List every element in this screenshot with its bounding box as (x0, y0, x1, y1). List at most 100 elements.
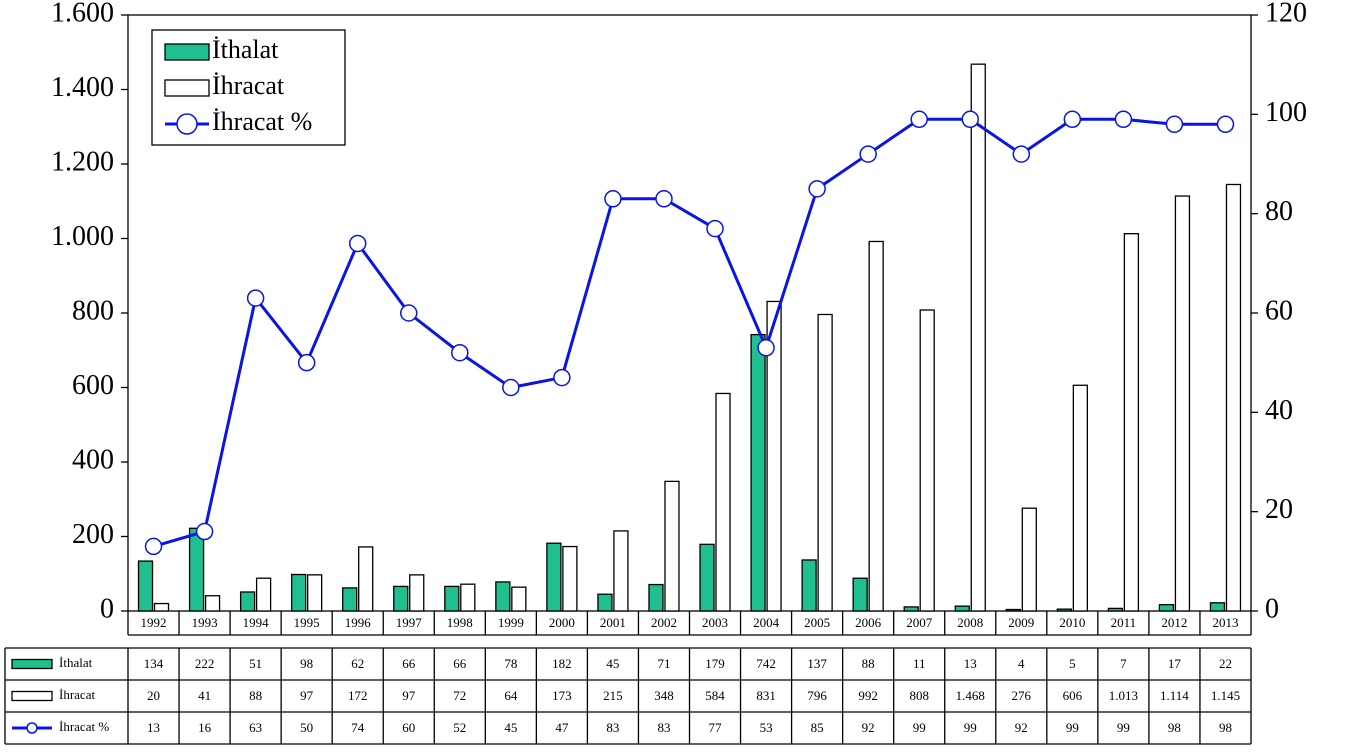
bar (409, 574, 425, 612)
table-value: 88 (862, 656, 875, 671)
table-value: 60 (402, 720, 415, 735)
y-tick-label: 1.000 (51, 221, 114, 252)
table-value: 63 (249, 720, 262, 735)
bar (1209, 602, 1226, 612)
bar (613, 530, 629, 612)
marker (1216, 115, 1235, 134)
bar (393, 585, 409, 612)
legend-key (11, 690, 53, 702)
y-tick-label: 0 (100, 593, 114, 624)
table-row-label: İhracat % (59, 719, 109, 734)
table-value: 97 (402, 688, 416, 703)
marker (1165, 115, 1184, 134)
table-value: 66 (453, 656, 467, 671)
x-tick-label: 1998 (447, 615, 473, 630)
bar (903, 606, 919, 612)
y-tick-label: 200 (72, 519, 114, 550)
table-value: 51 (249, 656, 262, 671)
legend-key (11, 658, 53, 670)
x-tick-label: 2003 (702, 615, 728, 630)
table-value: 606 (1063, 688, 1083, 703)
bar (699, 543, 715, 612)
table-value: 99 (964, 720, 977, 735)
bar (342, 587, 358, 612)
bar (1225, 183, 1242, 612)
bar (801, 559, 817, 612)
y2-tick-label: 40 (1265, 395, 1293, 426)
bar (511, 586, 527, 612)
bar (1005, 608, 1021, 612)
bar (153, 602, 170, 612)
table-value: 88 (249, 688, 262, 703)
table-value: 71 (657, 656, 670, 671)
marker (400, 304, 418, 322)
marker (1012, 145, 1031, 163)
table-row-label: İhracat (59, 687, 95, 702)
table-value: 99 (913, 720, 926, 735)
table-value: 22 (1219, 656, 1232, 671)
x-tick-label: 1999 (498, 615, 524, 630)
table-value: 62 (351, 656, 364, 671)
table-value: 137 (807, 656, 827, 671)
bar (255, 577, 272, 612)
x-tick-label: 2000 (549, 615, 575, 630)
table-value: 179 (705, 656, 725, 671)
table-value: 66 (402, 656, 416, 671)
x-tick-label: 2005 (804, 615, 830, 630)
bar (307, 574, 323, 612)
bar (664, 480, 680, 612)
table-value: 173 (552, 688, 572, 703)
marker (655, 190, 673, 208)
table-value: 97 (300, 688, 314, 703)
marker (961, 110, 979, 129)
marker (706, 219, 724, 238)
table-value: 64 (504, 688, 518, 703)
table-row-label: İthalat (59, 655, 93, 670)
marker (348, 234, 367, 253)
x-tick-label: 2011 (1111, 615, 1137, 630)
x-tick-label: 2009 (1008, 615, 1034, 630)
table-value: 1.114 (1160, 688, 1189, 703)
marker (144, 537, 163, 556)
table-value: 134 (144, 656, 164, 671)
table-value: 1.013 (1109, 688, 1138, 703)
bar (1123, 233, 1140, 612)
table-value: 83 (657, 720, 670, 735)
table-value: 808 (909, 688, 929, 703)
y-tick-label: 1.600 (51, 0, 114, 28)
table-value: 92 (1015, 720, 1028, 735)
x-tick-label: 2004 (753, 615, 780, 630)
table-value: 182 (552, 656, 572, 671)
line (153, 117, 1226, 548)
x-tick-label: 2001 (600, 615, 626, 630)
table-value: 7 (1120, 656, 1127, 671)
x-tick-label: 1992 (141, 615, 167, 630)
marker (195, 522, 214, 541)
table-value: 992 (858, 688, 878, 703)
x-tick-label: 2006 (855, 615, 882, 630)
marker (1063, 110, 1082, 129)
table-value: 99 (1066, 720, 1079, 735)
table-value: 45 (606, 656, 619, 671)
marker (451, 343, 469, 362)
table-value: 98 (1168, 720, 1181, 735)
marker (297, 353, 316, 372)
legend-label: İhracat % (212, 107, 312, 136)
marker (502, 378, 520, 397)
bar (817, 313, 833, 612)
marker (757, 339, 775, 357)
bar (852, 577, 868, 612)
table-value: 50 (300, 720, 313, 735)
bar (137, 560, 154, 612)
table-value: 13 (147, 720, 160, 735)
table-value: 5 (1069, 656, 1076, 671)
table-value: 45 (504, 720, 517, 735)
legend-key (176, 113, 198, 135)
table-value: 20 (147, 688, 160, 703)
bar (919, 309, 935, 612)
bar (1072, 384, 1088, 612)
table-value: 1.468 (956, 688, 985, 703)
table-value: 584 (705, 688, 725, 703)
marker (553, 368, 571, 387)
y-tick-label: 600 (72, 370, 114, 401)
